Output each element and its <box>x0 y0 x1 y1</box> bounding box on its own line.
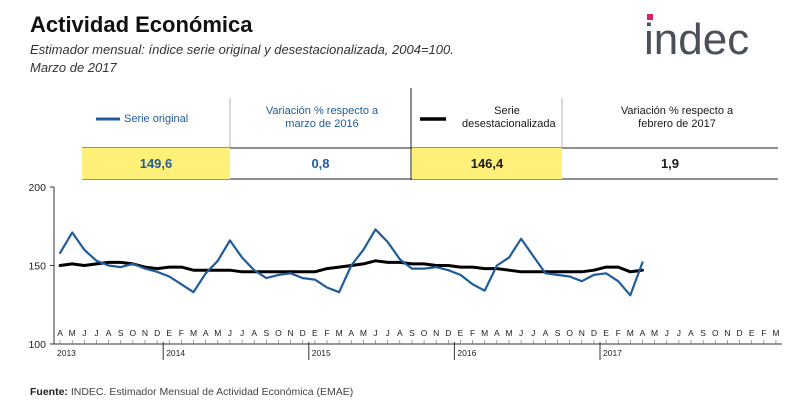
month-label: M <box>190 328 197 338</box>
month-label: A <box>251 328 257 338</box>
month-label: F <box>324 328 329 338</box>
month-label: O <box>566 328 573 338</box>
logo-text: indec <box>644 15 749 64</box>
source-text: INDEC. Estimador Mensual de Actividad Ec… <box>70 386 354 398</box>
legend-var-original-label: Variación % respecto a marzo de 2016 <box>265 105 379 130</box>
month-label: J <box>240 328 244 338</box>
legend-desest-label: Serie desestacionalizada <box>462 105 556 130</box>
month-label: D <box>300 328 306 338</box>
month-label: F <box>179 328 184 338</box>
year-label: 2015 <box>312 348 331 358</box>
month-label: J <box>677 328 681 338</box>
value-desest: 146,4 <box>412 148 562 179</box>
month-label: E <box>603 328 609 338</box>
month-label: O <box>712 328 719 338</box>
month-label: M <box>336 328 343 338</box>
month-label: M <box>505 328 512 338</box>
month-label: A <box>106 328 112 338</box>
month-label: J <box>94 328 98 338</box>
month-label: N <box>142 328 148 338</box>
logo-accent <box>647 14 653 20</box>
y-tick-label: 100 <box>28 339 46 351</box>
month-label: S <box>118 328 124 338</box>
source-label: Fuente: <box>30 386 68 398</box>
month-label: F <box>616 328 621 338</box>
month-label: M <box>214 328 221 338</box>
y-tick-label: 200 <box>28 182 46 194</box>
indec-logo: indec <box>644 14 749 64</box>
month-label: J <box>531 328 535 338</box>
month-label: D <box>736 328 742 338</box>
month-label: N <box>724 328 730 338</box>
chart-title: Actividad Económica <box>30 12 253 37</box>
month-label: N <box>579 328 585 338</box>
y-tick-label: 150 <box>28 261 46 273</box>
month-label: N <box>433 328 439 338</box>
value-original: 149,6 <box>82 148 230 179</box>
year-label: 2017 <box>603 348 622 358</box>
year-label: 2016 <box>457 348 476 358</box>
chart-period: Marzo de 2017 <box>30 60 117 75</box>
month-label: J <box>519 328 523 338</box>
month-label: N <box>288 328 294 338</box>
month-label: J <box>386 328 390 338</box>
month-label: M <box>772 328 779 338</box>
month-label: S <box>263 328 269 338</box>
month-label: D <box>445 328 451 338</box>
source-note: Fuente: INDEC. Estimador Mensual de Acti… <box>30 386 353 398</box>
month-label: A <box>494 328 500 338</box>
month-label: F <box>470 328 475 338</box>
month-label: A <box>688 328 694 338</box>
month-label: S <box>409 328 415 338</box>
legend-var-desest-label: Variación % respecto a febrero de 2017 <box>620 105 734 130</box>
month-label: E <box>458 328 464 338</box>
month-label: M <box>360 328 367 338</box>
year-label: 2014 <box>166 348 185 358</box>
legend-original-label: Serie original <box>124 113 189 125</box>
month-label: J <box>228 328 232 338</box>
month-label: J <box>82 328 86 338</box>
month-label: J <box>665 328 669 338</box>
month-label: D <box>591 328 597 338</box>
month-label: A <box>57 328 63 338</box>
month-label: A <box>397 328 403 338</box>
chart-subtitle: Estimador mensual: índice serie original… <box>30 42 454 57</box>
month-label: O <box>130 328 137 338</box>
month-label: J <box>373 328 377 338</box>
month-label: E <box>312 328 318 338</box>
month-label: M <box>69 328 76 338</box>
month-label: A <box>203 328 209 338</box>
year-label: 2013 <box>57 348 76 358</box>
month-label: A <box>543 328 549 338</box>
month-label: M <box>627 328 634 338</box>
month-label: D <box>154 328 160 338</box>
month-label: A <box>640 328 646 338</box>
month-label: S <box>700 328 706 338</box>
month-label: E <box>749 328 755 338</box>
legend-table: Serie original Variación % respecto a ma… <box>82 88 778 180</box>
month-label: A <box>348 328 354 338</box>
series-original-line <box>58 228 644 297</box>
month-label: E <box>166 328 172 338</box>
value-var-original: 0,8 <box>311 156 330 171</box>
month-label: O <box>275 328 282 338</box>
value-var-desest: 1,9 <box>660 156 680 171</box>
month-label: M <box>481 328 488 338</box>
month-label: O <box>421 328 428 338</box>
month-label: S <box>555 328 561 338</box>
month-label: F <box>761 328 766 338</box>
month-label: M <box>651 328 658 338</box>
